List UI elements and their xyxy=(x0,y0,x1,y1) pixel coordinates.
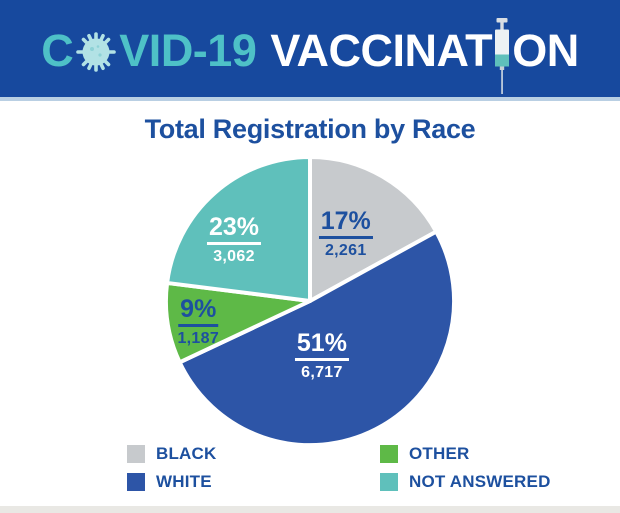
covid-text-post: VID-19 xyxy=(119,24,257,76)
pie-label-value: 2,261 xyxy=(324,241,367,259)
syringe-icon xyxy=(494,18,510,94)
legend-swatch xyxy=(127,473,145,491)
header-banner: C xyxy=(0,0,620,101)
pie-label-black: 17% 2,261 xyxy=(318,208,373,259)
legend-item-not-answered: NOT ANSWERED xyxy=(380,472,551,492)
pie-label-percent: 23% xyxy=(206,214,262,245)
vaccination-text-pre: VACCINAT xyxy=(270,24,493,76)
legend-swatch xyxy=(380,445,398,463)
legend-item-black: BLACK xyxy=(127,444,380,464)
pie-label-percent: 17% xyxy=(318,208,373,239)
legend-label: NOT ANSWERED xyxy=(409,472,551,491)
pie-label-value: 1,187 xyxy=(177,329,220,347)
pie-label-white: 51% 6,717 xyxy=(294,331,349,382)
pie-slice-black xyxy=(308,154,439,303)
pie-slice-not-answered xyxy=(165,154,312,303)
legend-label: WHITE xyxy=(156,472,212,491)
pie-label-value: 6,717 xyxy=(301,364,343,382)
pie-label-percent: 51% xyxy=(294,331,349,362)
pie-label-not-answered: 23% 3,062 xyxy=(206,214,262,265)
virus-icon xyxy=(74,30,118,74)
legend-item-other: OTHER xyxy=(380,444,551,464)
legend-swatch xyxy=(127,445,145,463)
legend-label: OTHER xyxy=(409,444,470,463)
header-title: C xyxy=(0,0,620,101)
pie-label-percent: 9% xyxy=(178,296,219,327)
chart-legend: BLACK OTHER WHITE NOT ANSWERED xyxy=(127,444,551,492)
pie-label-other: 9% 1,187 xyxy=(177,296,220,347)
pie-slice-white xyxy=(177,229,457,448)
pie-chart: 17% 2,261 51% 6,717 9% 1,187 23% 3,062 xyxy=(161,152,459,450)
legend-swatch xyxy=(380,473,398,491)
pie-label-value: 3,062 xyxy=(213,247,255,265)
legend-item-white: WHITE xyxy=(127,472,380,492)
bottom-strip xyxy=(0,506,620,513)
page-title: Total Registration by Race xyxy=(144,114,476,144)
pie-svg xyxy=(163,154,457,448)
legend-label: BLACK xyxy=(156,444,217,463)
covid-text-pre: C xyxy=(41,24,74,76)
vaccination-text-post: ON xyxy=(512,24,579,76)
